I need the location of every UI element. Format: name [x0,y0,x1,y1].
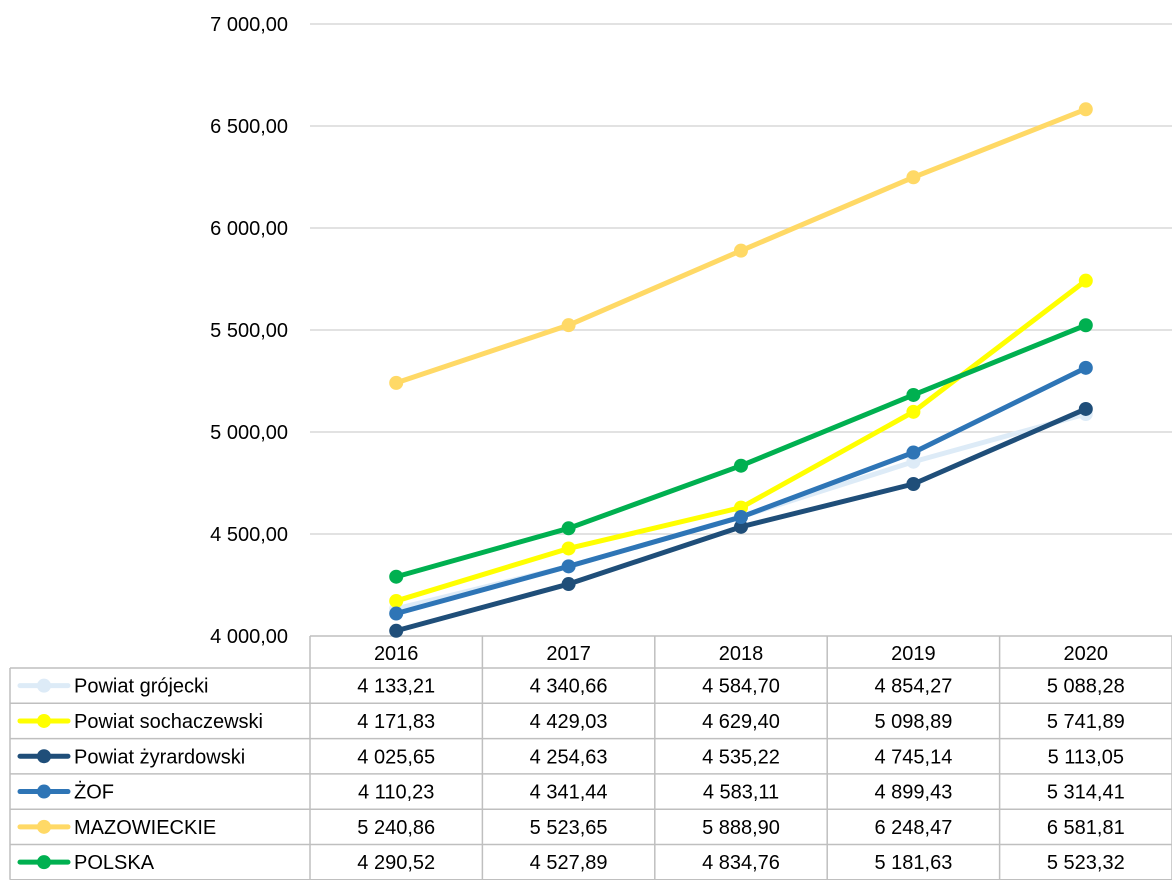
data-point [1078,360,1093,375]
x-tick-label: 2020 [1064,643,1109,665]
series-name: MAZOWIECKIE [74,817,216,839]
data-point [561,577,576,592]
series-name: POLSKA [74,852,155,874]
table-cell: 4 535,22 [702,746,780,768]
series-name: Powiat żyrardowski [74,746,245,768]
x-tick-label: 2017 [546,643,591,665]
data-point [1078,102,1093,117]
series-name: Powiat sochaczewski [74,711,263,733]
data-point [389,606,404,621]
table-cell: 5 741,89 [1047,711,1125,733]
data-point [1078,318,1093,333]
data-point [734,510,748,525]
table-cell: 5 523,65 [530,817,608,839]
table-cell: 4 025,65 [357,746,435,768]
legend-key-marker [37,784,51,799]
data-point [389,569,404,584]
table-cell: 4 254,63 [530,746,608,768]
data-point [906,445,921,460]
table-cell: 4 583,11 [703,782,779,804]
data-point [906,170,921,185]
data-point [561,318,576,333]
table-cell: 4 171,83 [357,711,435,733]
table-cell: 5 113,05 [1048,746,1124,768]
table-cell: 4 290,52 [357,852,435,874]
legend-key-marker [37,678,51,693]
data-point [389,375,404,390]
x-tick-label: 2018 [719,643,764,665]
data-point [906,404,921,419]
data-point [734,243,748,258]
data-point [1078,401,1093,416]
table-cell: 4 341,44 [530,782,608,804]
data-point [389,623,404,638]
table-cell: 4 133,21 [357,676,435,698]
x-tick-label: 2016 [374,643,419,665]
data-point [906,387,921,402]
table-cell: 5 098,89 [874,711,952,733]
series-line [393,322,1089,580]
legend-key-marker [37,855,51,870]
data-point [734,519,748,534]
y-tick-label: 4 500,00 [210,524,288,546]
legend-key-marker [37,819,51,834]
table-cell: 4 854,27 [874,676,952,698]
data-point [561,521,576,536]
data-point [389,593,404,608]
table-cell: 6 581,81 [1047,817,1125,839]
table-cell: 4 899,43 [874,782,952,804]
y-tick-label: 5 500,00 [210,320,288,342]
y-tick-label: 4 000,00 [210,626,288,648]
y-tick-label: 5 000,00 [210,422,288,444]
table-cell: 5 088,28 [1047,676,1125,698]
data-point [561,541,576,556]
series-line [393,365,1089,617]
table-cell: 5 240,86 [357,817,435,839]
table-cell: 5 888,90 [702,817,780,839]
data-point [561,559,576,574]
data-point [1078,273,1093,288]
table-cell: 5 314,41 [1047,782,1125,804]
y-tick-label: 6 000,00 [210,218,288,240]
table-cell: 4 429,03 [530,711,608,733]
y-tick-label: 6 500,00 [210,116,288,138]
table-cell: 4 340,66 [530,676,608,698]
table-cell: 4 745,14 [874,746,952,768]
table-cell: 4 110,23 [358,782,434,804]
table-cell: 6 248,47 [874,817,952,839]
data-point [734,458,748,473]
series-name: ŻOF [74,781,114,804]
data-point [906,476,921,491]
legend-key-marker [37,749,51,764]
table-cell: 4 629,40 [702,711,780,733]
table-cell: 4 527,89 [530,852,608,874]
table-cell: 5 523,32 [1047,852,1125,874]
y-tick-label: 7 000,00 [210,14,288,36]
table-cell: 4 584,70 [702,676,780,698]
table-cell: 5 181,63 [874,852,952,874]
x-tick-label: 2019 [891,643,936,665]
series-name: Powiat grójecki [74,676,209,698]
table-cell: 4 834,76 [702,852,780,874]
legend-key-marker [37,713,51,728]
